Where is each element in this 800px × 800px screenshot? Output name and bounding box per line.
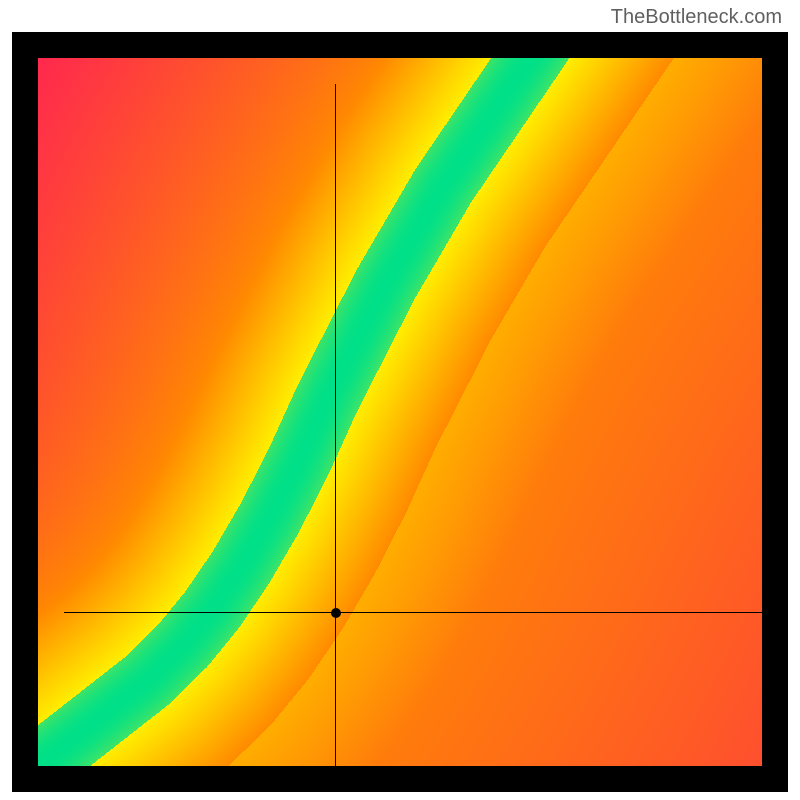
crosshair-marker [331,608,341,618]
plot-frame [12,32,788,792]
crosshair-vertical [335,84,336,792]
heatmap-canvas [38,58,762,766]
watermark-text: TheBottleneck.com [611,6,782,29]
chart-container: TheBottleneck.com [0,0,800,800]
crosshair-horizontal [64,612,788,613]
